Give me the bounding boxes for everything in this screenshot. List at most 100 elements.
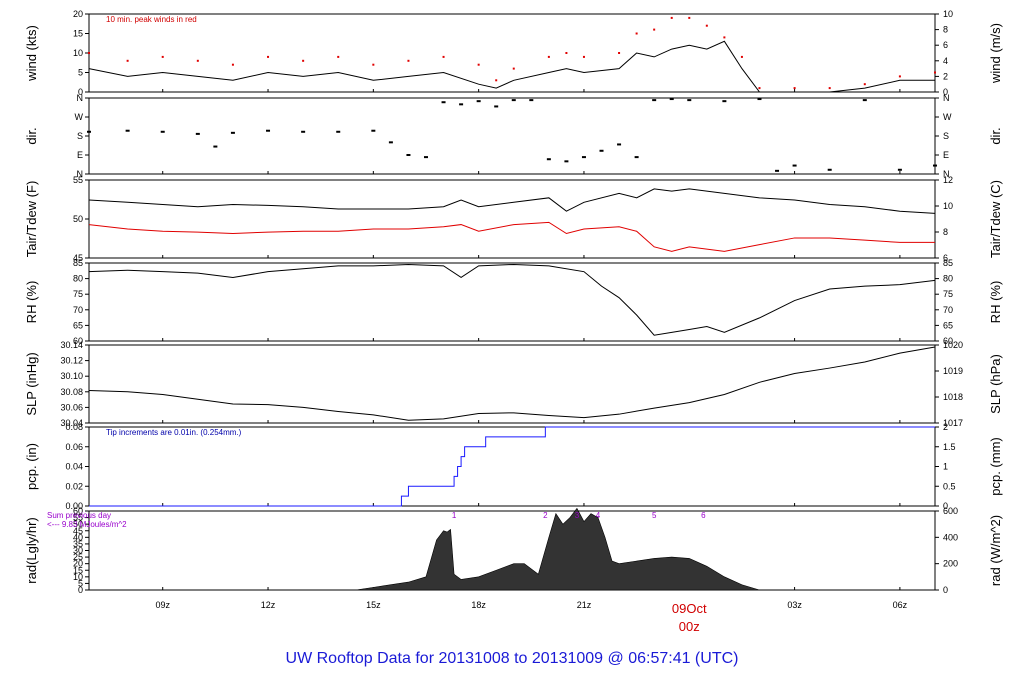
peak-wind-point-23 <box>723 36 726 39</box>
x-tick-label-1: 12z <box>261 600 276 610</box>
y-tick-label-right-2-0: 6 <box>943 253 948 263</box>
y-tick-label-right-3-5: 85 <box>943 258 953 268</box>
y-tick-label-6-2: 10 <box>73 572 83 582</box>
y-tick-label-1-1: E <box>77 150 83 160</box>
y-tick-label-4-3: 30.10 <box>60 371 83 381</box>
y-tick-label-3-3: 75 <box>73 289 83 299</box>
y-tick-label-6-11: 55 <box>73 513 83 523</box>
y-tick-label-2-2: 55 <box>73 175 83 185</box>
x-date-label: 09Oct <box>672 601 707 616</box>
y-tick-label-1-0: N <box>77 169 84 179</box>
panel-frame-3 <box>88 262 936 342</box>
direction-point-35 <box>933 164 937 167</box>
y-axis-label-right-2: Tair/Tdew (C) <box>988 180 1003 258</box>
direction-point-21 <box>581 156 586 159</box>
y-axis-label-0: wind (kts) <box>24 25 39 82</box>
y-axis-label-right-5: pcp. (mm) <box>988 437 1003 496</box>
y-tick-label-3-4: 80 <box>73 274 83 284</box>
y-tick-label-2-1: 50 <box>73 214 83 224</box>
y-tick-label-0-0: 0 <box>78 87 83 97</box>
y-tick-label-right-0-0: 0 <box>943 87 948 97</box>
y-tick-label-right-0-2: 4 <box>943 56 948 66</box>
direction-point-8 <box>336 130 341 133</box>
y-tick-label-right-4-3: 1020 <box>943 340 963 350</box>
x-tick-label-2: 15z <box>366 600 381 610</box>
panel-annotation-0: 10 min. peak winds in red <box>106 15 197 24</box>
direction-point-33 <box>862 99 867 102</box>
footer-title: UW Rooftop Data for 20131008 to 20131009… <box>285 650 739 667</box>
y-tick-label-6-6: 30 <box>73 546 83 556</box>
direction-point-11 <box>406 154 411 156</box>
y-tick-label-6-9: 45 <box>73 526 83 536</box>
y-tick-label-right-5-4: 2 <box>943 422 948 432</box>
direction-point-19 <box>546 158 551 161</box>
peak-wind-point-0 <box>88 52 90 54</box>
y-axis-label-right-1: dir. <box>988 127 1003 144</box>
panel-frame-0 <box>88 13 936 93</box>
y-axis-label-1: dir. <box>24 127 39 144</box>
y-tick-label-right-6-2: 400 <box>943 532 958 542</box>
y-tick-label-0-4: 20 <box>73 9 83 19</box>
y-tick-label-0-3: 15 <box>73 29 83 39</box>
panel-annotation-5: Tip increments are 0.01in. (0.254mm.) <box>106 428 242 437</box>
peak-wind-point-1 <box>126 59 129 62</box>
y-axis-label-right-6: rad (W/m^2) <box>988 515 1003 586</box>
direction-point-27 <box>687 99 692 102</box>
peak-wind-point-12 <box>495 79 498 82</box>
data-line-0 <box>88 40 935 93</box>
direction-point-1 <box>125 129 130 132</box>
direction-point-12 <box>423 156 428 159</box>
y-axis-label-right-3: RH (%) <box>988 281 1003 324</box>
direction-point-10 <box>388 141 393 144</box>
y-tick-label-6-10: 50 <box>73 519 83 529</box>
y-tick-label-3-2: 70 <box>73 305 83 315</box>
temperature-line-1 <box>88 221 935 252</box>
direction-point-22 <box>599 149 604 152</box>
direction-point-30 <box>775 169 780 172</box>
y-tick-label-right-6-0: 0 <box>943 585 948 595</box>
y-tick-label-5-3: 0.06 <box>65 442 83 452</box>
peak-wind-point-10 <box>442 55 445 58</box>
y-tick-label-right-0-3: 6 <box>943 40 948 50</box>
direction-point-26 <box>669 98 674 101</box>
direction-point-32 <box>827 168 832 171</box>
event-marker-5: 5 <box>652 511 657 520</box>
x-tick-label-5: 03z <box>787 600 802 610</box>
y-tick-label-right-1-2: S <box>943 131 949 141</box>
peak-wind-point-9 <box>407 59 410 62</box>
peak-wind-point-11 <box>477 63 480 66</box>
y-axis-label-5: pcp. (in) <box>24 443 39 490</box>
y-tick-label-right-2-1: 8 <box>943 227 948 237</box>
direction-point-24 <box>634 156 639 159</box>
y-tick-label-6-8: 40 <box>73 532 83 542</box>
y-tick-label-1-4: N <box>77 93 84 103</box>
data-line-4 <box>88 346 936 421</box>
peak-wind-point-7 <box>337 55 340 58</box>
peak-wind-point-19 <box>653 28 656 31</box>
y-tick-label-right-0-1: 2 <box>943 71 948 81</box>
y-tick-label-6-12: 60 <box>73 506 83 516</box>
y-tick-label-1-2: S <box>77 131 83 141</box>
y-tick-label-6-3: 15 <box>73 565 83 575</box>
data-line-5 <box>89 426 935 507</box>
peak-wind-point-4 <box>231 63 234 66</box>
radiation-note-line2: <--- 9.83 MJoules/m^2 <box>47 520 127 529</box>
peak-wind-point-13 <box>512 67 515 70</box>
y-tick-label-6-0: 0 <box>78 585 83 595</box>
y-axis-label-2: Tair/Tdew (F) <box>24 181 39 258</box>
panel-frame-1 <box>88 97 936 175</box>
y-axis-label-6: rad(Lgly/hr) <box>24 517 39 583</box>
peak-wind-point-16 <box>582 55 585 58</box>
direction-point-2 <box>160 130 165 133</box>
direction-point-20 <box>564 160 569 163</box>
peak-wind-point-2 <box>161 55 164 58</box>
y-tick-label-1-3: W <box>75 112 84 122</box>
direction-point-14 <box>459 103 464 106</box>
temperature-line-0 <box>88 188 936 214</box>
panel-frame-4 <box>88 344 936 424</box>
panel-frame-5 <box>88 426 936 507</box>
direction-point-15 <box>476 100 481 103</box>
y-tick-label-6-1: 5 <box>78 578 83 588</box>
event-marker-4: 4 <box>596 511 601 520</box>
